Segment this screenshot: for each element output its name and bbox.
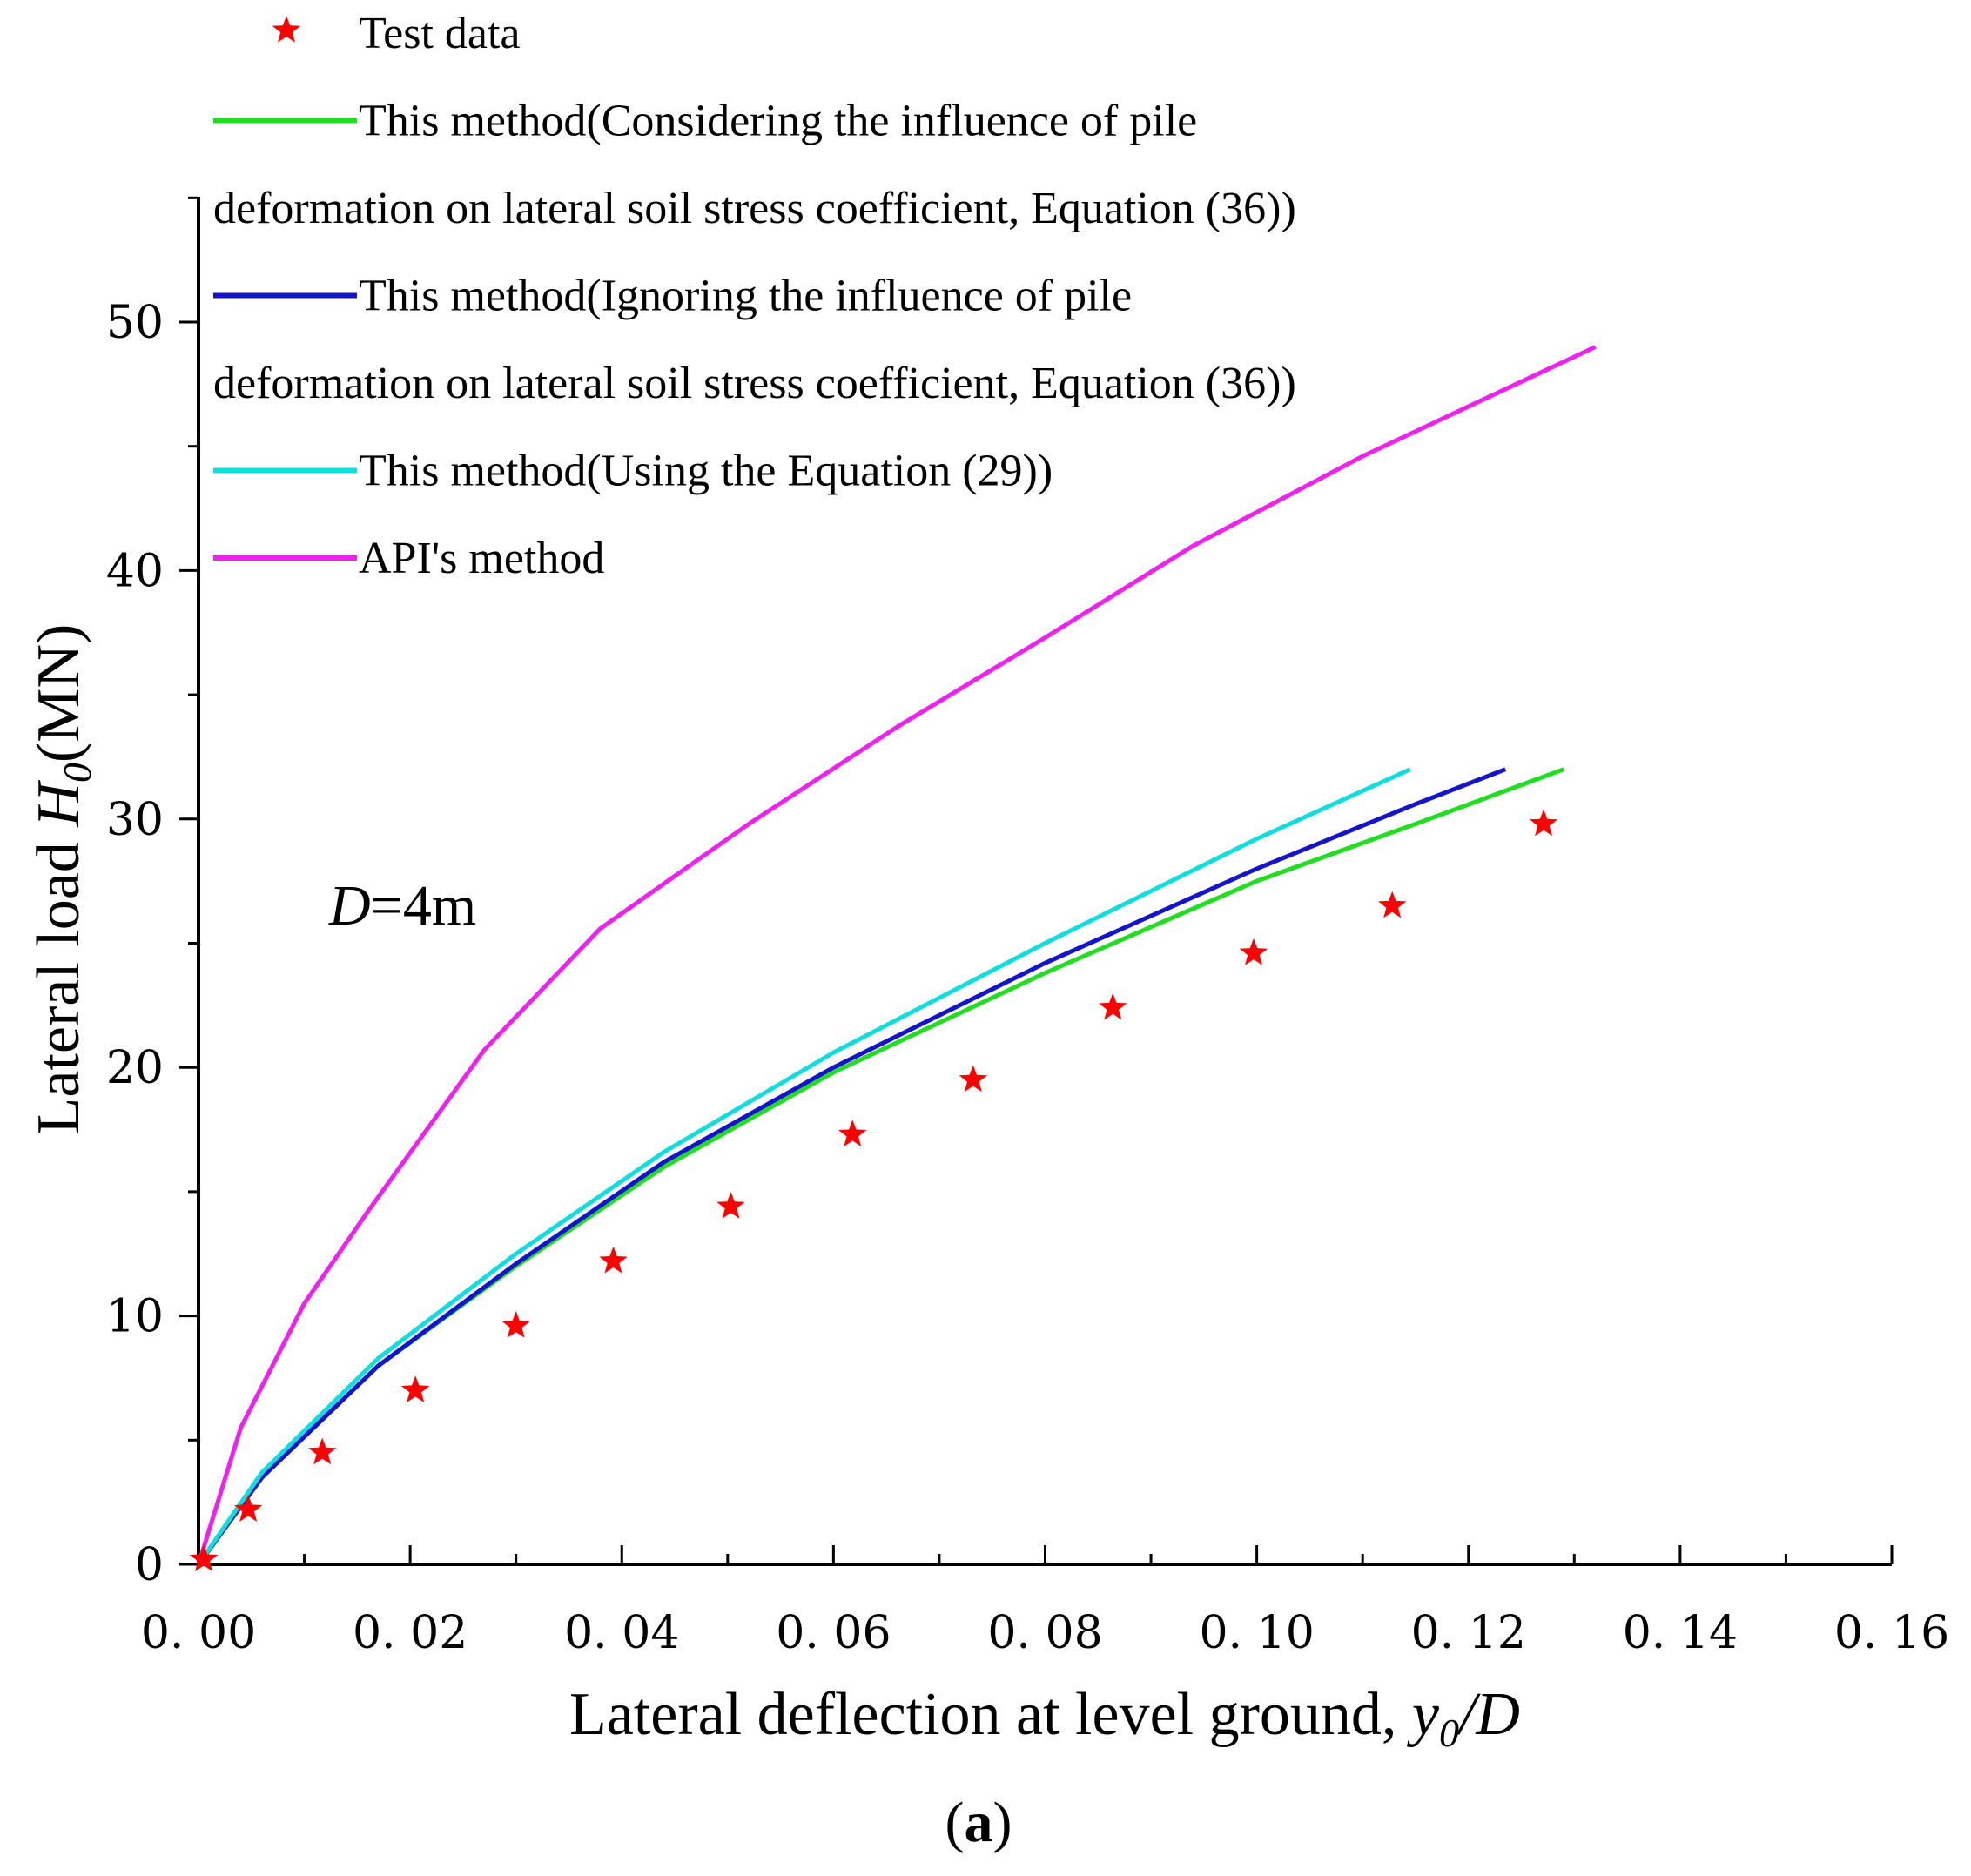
test-data-point (1099, 992, 1127, 1020)
series-line-3 (196, 767, 1411, 1566)
annotation-diameter-value: =4m (371, 874, 477, 938)
x-tick-label: 0. 06 (776, 1607, 891, 1659)
figure-caption-letter: a (965, 1791, 993, 1854)
series-line-2 (196, 767, 1507, 1566)
legend-label: deformation on lateral soil stress coeff… (213, 359, 1296, 408)
test-data-point (1378, 891, 1407, 918)
x-axis-title: Lateral deflection at level ground, y0/D (569, 1681, 1520, 1755)
annotation-diameter-var: D (328, 874, 371, 938)
x-axis-title-suffix: /D (1456, 1681, 1520, 1748)
y-tick-label: 0 (135, 1539, 164, 1591)
y-ticks: 0 10 20 30 40 50 (106, 196, 198, 1591)
legend-label: deformation on lateral soil stress coeff… (213, 184, 1296, 233)
legend-label: This method(Considering the influence of… (359, 97, 1197, 146)
test-data-point (501, 1311, 530, 1338)
x-axis-title-sub: 0 (1439, 1711, 1459, 1755)
plot-area: 0. 00 0. 02 0. 04 0. 06 0. 08 0. 10 0. 12 0. 14… (106, 196, 1949, 1659)
test-data-point (716, 1192, 745, 1219)
test-data-point (308, 1437, 337, 1465)
x-tick-label: 0. 12 (1411, 1607, 1526, 1659)
test-data-point (189, 1544, 219, 1571)
test-data-point (1529, 809, 1558, 837)
y-tick-label: 50 (106, 297, 164, 349)
y-tick-label: 30 (106, 794, 164, 846)
x-tick-label: 0. 10 (1199, 1607, 1314, 1659)
y-axis-title-prefix: Lateral load (25, 827, 92, 1135)
y-axis-title-suffix: (MN) (25, 624, 92, 763)
x-ticks: 0. 00 0. 02 0. 04 0. 06 0. 08 0. 10 0. 12 0. 14… (141, 1545, 1949, 1659)
annotation-diameter: D=4m (328, 874, 476, 938)
test-data-point (599, 1246, 628, 1274)
test-data-point (1239, 938, 1268, 965)
x-tick-label: 0. 00 (141, 1607, 256, 1659)
test-data-point (838, 1120, 867, 1146)
x-tick-label: 0. 04 (564, 1607, 679, 1659)
y-tick-label: 10 (106, 1291, 164, 1343)
legend-label: Test data (359, 9, 521, 58)
y-axis-title: Lateral load H0(MN) (25, 624, 99, 1135)
y-axis-title-sub: 0 (55, 763, 99, 783)
test-data-point (234, 1495, 263, 1522)
series-points (189, 809, 1558, 1571)
x-axis-title-var: y (1407, 1681, 1440, 1748)
legend-label: This method(Using the Equation (29)) (359, 447, 1053, 496)
y-tick-label: 20 (106, 1042, 164, 1094)
y-axis-title-var: H (25, 780, 92, 828)
x-tick-label: 0. 08 (987, 1607, 1102, 1659)
legend-marker-test-data (272, 16, 301, 43)
legend: Test data This method(Considering the inf… (213, 9, 1296, 583)
x-tick-label: 0. 14 (1623, 1607, 1738, 1659)
test-data-point (401, 1375, 430, 1402)
series-line-4 (196, 345, 1597, 1565)
x-tick-label: 0. 16 (1834, 1607, 1949, 1659)
y-tick-label: 40 (106, 545, 164, 597)
legend-label: This method(Ignoring the influence of pi… (359, 272, 1132, 321)
x-axis-title-prefix: Lateral deflection at level ground, (569, 1681, 1412, 1748)
series-lines (196, 345, 1597, 1566)
test-data-point (959, 1065, 987, 1093)
legend-label: API's method (359, 534, 604, 583)
figure-caption: (a) (945, 1791, 1012, 1854)
x-tick-label: 0. 02 (353, 1607, 468, 1659)
